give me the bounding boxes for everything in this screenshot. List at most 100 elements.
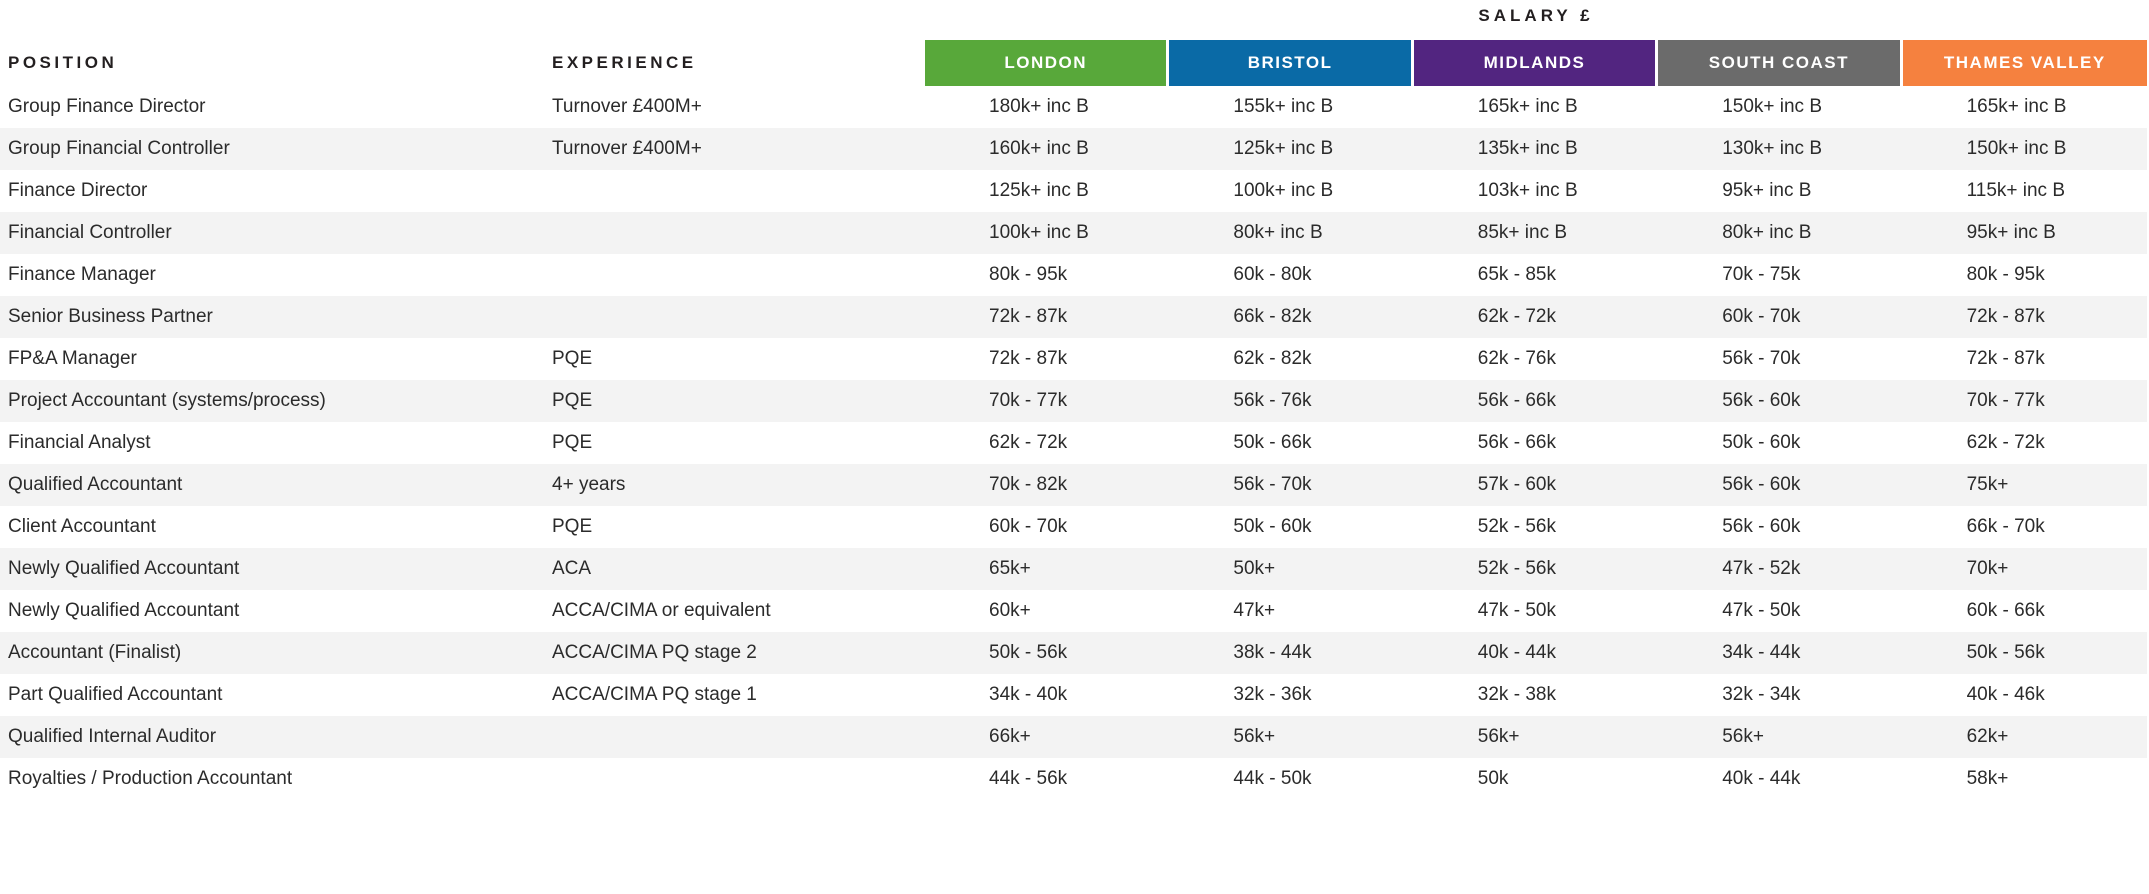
position-cell: Qualified Internal Auditor — [8, 726, 217, 747]
salary-cell-bristol: 80k+ inc B — [1233, 222, 1323, 243]
position-cell: Client Accountant — [8, 516, 156, 537]
salary-cell-midlands: 57k - 60k — [1477, 474, 1556, 495]
salary-cell-bristol: 60k - 80k — [1233, 264, 1312, 285]
salary-cell-midlands: 103k+ inc B — [1477, 180, 1578, 201]
salary-cell-bristol: 66k - 82k — [1233, 306, 1312, 327]
table-row: Project Accountant (systems/process) PQE… — [0, 380, 2147, 422]
experience-cell: Turnover £400M+ — [552, 138, 702, 159]
salary-cell-london: 80k - 95k — [989, 264, 1068, 285]
salary-cell-london: 44k - 56k — [989, 768, 1068, 789]
salary-cell-south-coast: 47k - 52k — [1722, 558, 1801, 579]
salary-cell-thames-valley: 95k+ inc B — [1966, 222, 2056, 243]
salary-cell-london: 160k+ inc B — [989, 138, 1089, 159]
salary-cell-midlands: 40k - 44k — [1477, 642, 1556, 663]
salary-cell-midlands: 52k - 56k — [1477, 558, 1556, 579]
salary-cell-london: 70k - 77k — [989, 390, 1068, 411]
salary-cell-thames-valley: 72k - 87k — [1966, 348, 2045, 369]
experience-cell — [552, 758, 925, 800]
experience-cell: ACA — [552, 558, 592, 579]
salary-cell-south-coast: 70k - 75k — [1722, 264, 1801, 285]
salary-cell-bristol: 100k+ inc B — [1233, 180, 1334, 201]
table-row: Part Qualified Accountant ACCA/CIMA PQ s… — [0, 674, 2147, 716]
salary-cell-south-coast: 56k - 60k — [1722, 516, 1801, 537]
salary-cell-bristol: 56k+ — [1233, 726, 1276, 747]
region-header-midlands: MIDLANDS — [1413, 40, 1656, 86]
table-body: Group Finance Director Turnover £400M+ 1… — [0, 86, 2149, 800]
experience-cell — [552, 254, 925, 296]
salary-cell-south-coast: 32k - 34k — [1722, 684, 1801, 705]
salary-cell-thames-valley: 66k - 70k — [1966, 516, 2045, 537]
region-header-bristol: BRISTOL — [1169, 40, 1411, 86]
position-cell: Part Qualified Accountant — [8, 684, 223, 705]
salary-cell-thames-valley: 70k+ — [1966, 558, 2009, 579]
column-header-position: POSITION — [8, 53, 118, 72]
salary-cell-midlands: 32k - 38k — [1477, 684, 1556, 705]
salary-cell-bristol: 62k - 82k — [1233, 348, 1312, 369]
salary-cell-bristol: 50k - 60k — [1233, 516, 1312, 537]
position-cell: FP&A Manager — [8, 348, 137, 369]
experience-cell: ACCA/CIMA PQ stage 2 — [552, 642, 757, 663]
experience-cell — [552, 296, 925, 338]
table-row: Finance Director 125k+ inc B 100k+ inc B… — [0, 170, 2147, 212]
table-row: Client Accountant PQE 60k - 70k 50k - 60… — [0, 506, 2147, 548]
salary-cell-thames-valley: 60k - 66k — [1966, 600, 2045, 621]
salary-cell-london: 60k - 70k — [989, 516, 1068, 537]
table-row: Group Finance Director Turnover £400M+ 1… — [0, 86, 2147, 128]
position-cell: Finance Manager — [8, 264, 156, 285]
salary-cell-thames-valley: 75k+ — [1966, 474, 2009, 495]
column-header-experience: EXPERIENCE — [552, 53, 697, 72]
salary-cell-south-coast: 56k+ — [1722, 726, 1764, 747]
table-header-row: POSITION EXPERIENCE LONDON BRISTOL MIDLA… — [0, 40, 2147, 86]
salary-cell-london: 180k+ inc B — [989, 96, 1089, 117]
salary-cell-london: 50k - 56k — [989, 642, 1068, 663]
salary-cell-thames-valley: 50k - 56k — [1966, 642, 2045, 663]
experience-cell: PQE — [552, 432, 593, 453]
region-header-london: LONDON — [925, 40, 1167, 86]
table-row: Qualified Accountant 4+ years 70k - 82k … — [0, 464, 2147, 506]
salary-cell-south-coast: 56k - 60k — [1722, 390, 1801, 411]
salary-cell-thames-valley: 58k+ — [1966, 768, 2009, 789]
salary-cell-midlands: 65k - 85k — [1477, 264, 1556, 285]
salary-cell-thames-valley: 40k - 46k — [1966, 684, 2045, 705]
table-row: Financial Analyst PQE 62k - 72k 50k - 66… — [0, 422, 2147, 464]
salary-cell-bristol: 44k - 50k — [1233, 768, 1312, 789]
salary-cell-london: 34k - 40k — [989, 684, 1068, 705]
salary-cell-south-coast: 56k - 60k — [1722, 474, 1801, 495]
experience-cell: ACCA/CIMA or equivalent — [552, 600, 771, 621]
salary-cell-bristol: 50k - 66k — [1233, 432, 1312, 453]
position-cell: Qualified Accountant — [8, 474, 183, 495]
position-cell: Newly Qualified Accountant — [8, 558, 240, 579]
salary-cell-thames-valley: 72k - 87k — [1966, 306, 2045, 327]
experience-cell: PQE — [552, 348, 593, 369]
salary-cell-midlands: 56k+ — [1477, 726, 1520, 747]
salary-cell-thames-valley: 80k - 95k — [1966, 264, 2045, 285]
salary-cell-south-coast: 60k - 70k — [1722, 306, 1801, 327]
salary-cell-midlands: 62k - 76k — [1477, 348, 1556, 369]
salary-cell-thames-valley: 70k - 77k — [1966, 390, 2045, 411]
position-cell: Group Financial Controller — [8, 138, 230, 159]
salary-title-band: SALARY £ — [0, 0, 2149, 40]
experience-cell: 4+ years — [552, 474, 626, 495]
region-header-south-coast: SOUTH COAST — [1658, 40, 1900, 86]
salary-cell-midlands: 135k+ inc B — [1477, 138, 1578, 159]
salary-cell-south-coast: 150k+ inc B — [1722, 96, 1823, 117]
table-row: Accountant (Finalist) ACCA/CIMA PQ stage… — [0, 632, 2147, 674]
salary-cell-midlands: 62k - 72k — [1477, 306, 1556, 327]
salary-cell-bristol: 155k+ inc B — [1233, 96, 1334, 117]
salary-cell-midlands: 85k+ inc B — [1477, 222, 1568, 243]
experience-cell — [552, 170, 925, 212]
salary-cell-south-coast: 47k - 50k — [1722, 600, 1801, 621]
salary-cell-london: 70k - 82k — [989, 474, 1068, 495]
salary-cell-london: 125k+ inc B — [989, 180, 1089, 201]
salary-cell-london: 65k+ — [989, 558, 1031, 579]
experience-cell: PQE — [552, 390, 593, 411]
position-cell: Project Accountant (systems/process) — [8, 390, 326, 411]
salary-cell-bristol: 32k - 36k — [1233, 684, 1312, 705]
salary-cell-bristol: 56k - 70k — [1233, 474, 1312, 495]
experience-cell: Turnover £400M+ — [552, 96, 702, 117]
salary-cell-south-coast: 50k - 60k — [1722, 432, 1801, 453]
salary-cell-london: 62k - 72k — [989, 432, 1068, 453]
experience-cell: ACCA/CIMA PQ stage 1 — [552, 684, 757, 705]
salary-cell-thames-valley: 115k+ inc B — [1966, 180, 2065, 201]
